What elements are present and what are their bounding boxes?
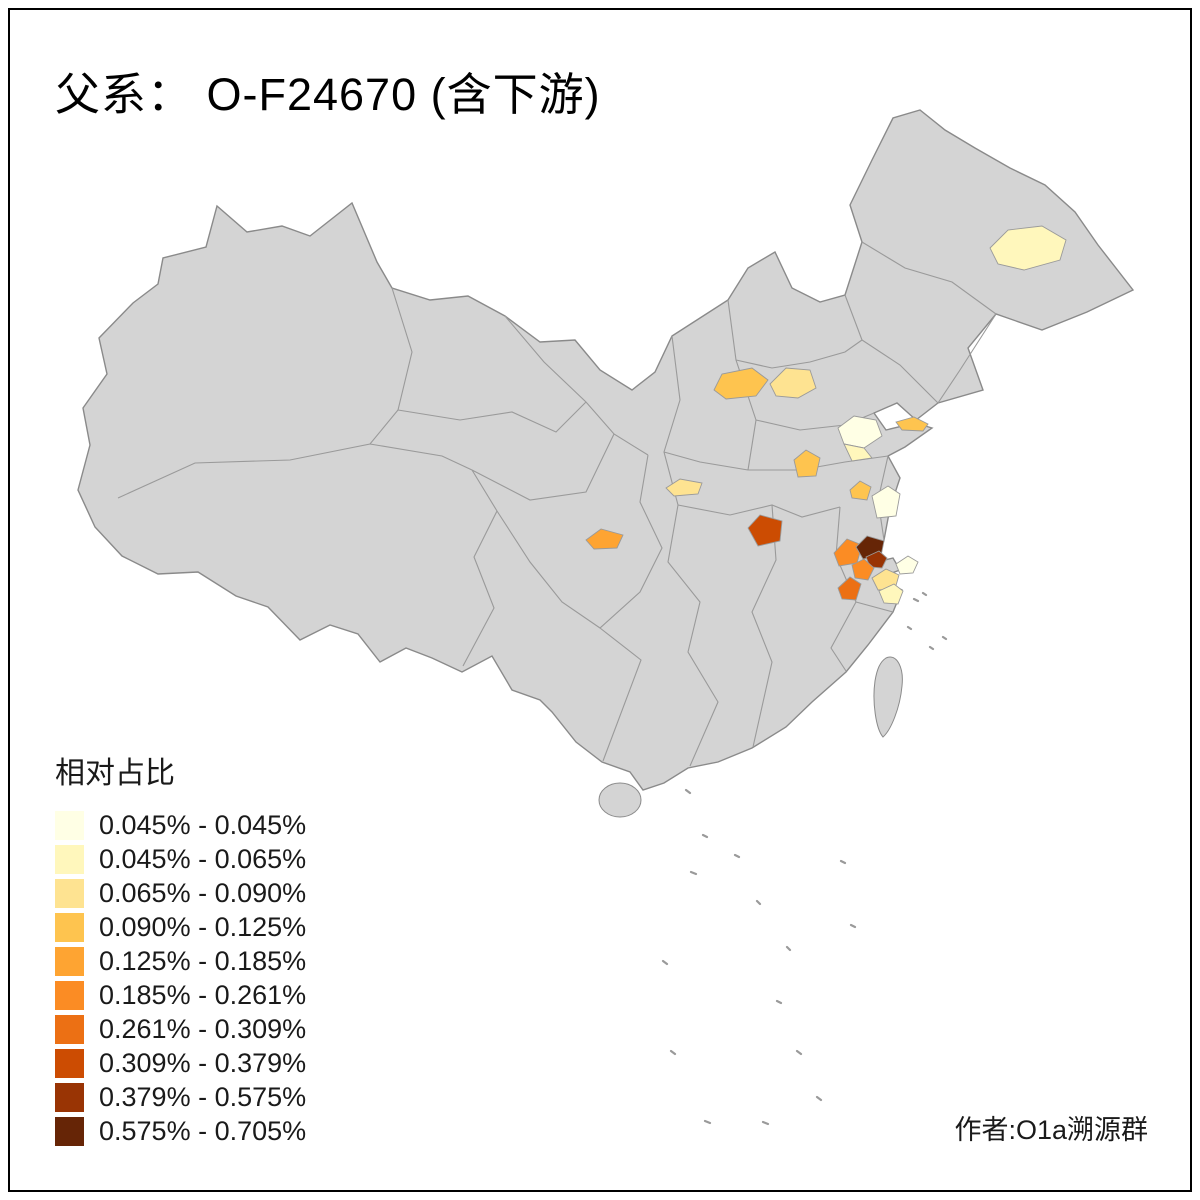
legend-label: 0.575% - 0.705% [99,1115,307,1146]
map-region-northeast [989,225,1067,271]
map-region-north-1 [713,367,769,400]
legend: 相对占比 0.045% - 0.045% 0.045% - 0.065% 0.065… [55,748,306,1148]
legend-label: 0.125% - 0.185% [99,945,307,976]
south-china-sea-islands [661,591,948,1126]
map-region-hubei [747,514,783,547]
map-region-anhui-1 [833,538,863,567]
legend-row: 0.379% - 0.575% [55,1080,306,1114]
map-region-central-1 [793,449,821,478]
legend-swatch [55,980,84,1010]
legend-row: 0.125% - 0.185% [55,944,306,978]
legend-swatch [55,810,84,840]
map-region-central-west [665,478,703,497]
legend-label: 0.090% - 0.125% [99,911,307,942]
attribution: 作者:O1a溯源群 [954,1115,1148,1145]
map-region-north-2 [769,367,817,399]
page-title: 父系： O-F24670 (含下游) [55,69,601,120]
map-region-shandong-peninsula [895,416,929,432]
legend-label: 0.261% - 0.309% [99,1013,307,1044]
legend-swatch [55,912,84,942]
legend-row: 0.261% - 0.309% [55,1012,306,1046]
legend-row: 0.065% - 0.090% [55,876,306,910]
map-region-shandong-2 [843,443,873,462]
legend-row: 0.045% - 0.065% [55,842,306,876]
legend-row: 0.185% - 0.261% [55,978,306,1012]
legend-swatch [55,1116,84,1146]
map-region-shanghai [895,555,919,575]
legend-label: 0.185% - 0.261% [99,979,307,1010]
legend-row: 0.309% - 0.379% [55,1046,306,1080]
legend-label: 0.045% - 0.065% [99,843,307,874]
legend-rows: 0.045% - 0.045% 0.045% - 0.065% 0.065% - 0… [55,808,306,1148]
legend-label: 0.379% - 0.575% [99,1081,307,1112]
legend-title: 相对占比 [55,757,175,790]
map-region-sichuan [585,528,624,550]
map-region-east-2 [871,485,901,519]
legend-swatch [55,946,84,976]
map-region-zhejiang-2 [878,583,904,605]
china-landmass [77,109,1135,791]
legend-swatch [55,1014,84,1044]
legend-swatch [55,1048,84,1078]
legend-row: 0.090% - 0.125% [55,910,306,944]
legend-swatch [55,878,84,908]
map-region-east-1 [849,480,872,501]
legend-label: 0.309% - 0.379% [99,1047,307,1078]
hainan-island [598,782,642,818]
map-region-anhui-5 [837,576,862,601]
legend-row: 0.575% - 0.705% [55,1114,306,1148]
legend-label: 0.065% - 0.090% [99,877,307,908]
legend-label: 0.045% - 0.045% [99,809,307,840]
highlighted-regions [585,225,1067,605]
legend-swatch [55,1082,84,1112]
legend-row: 0.045% - 0.045% [55,808,306,842]
legend-swatch [55,844,84,874]
taiwan-island [873,656,903,738]
map-region-anhui-4 [851,558,875,581]
